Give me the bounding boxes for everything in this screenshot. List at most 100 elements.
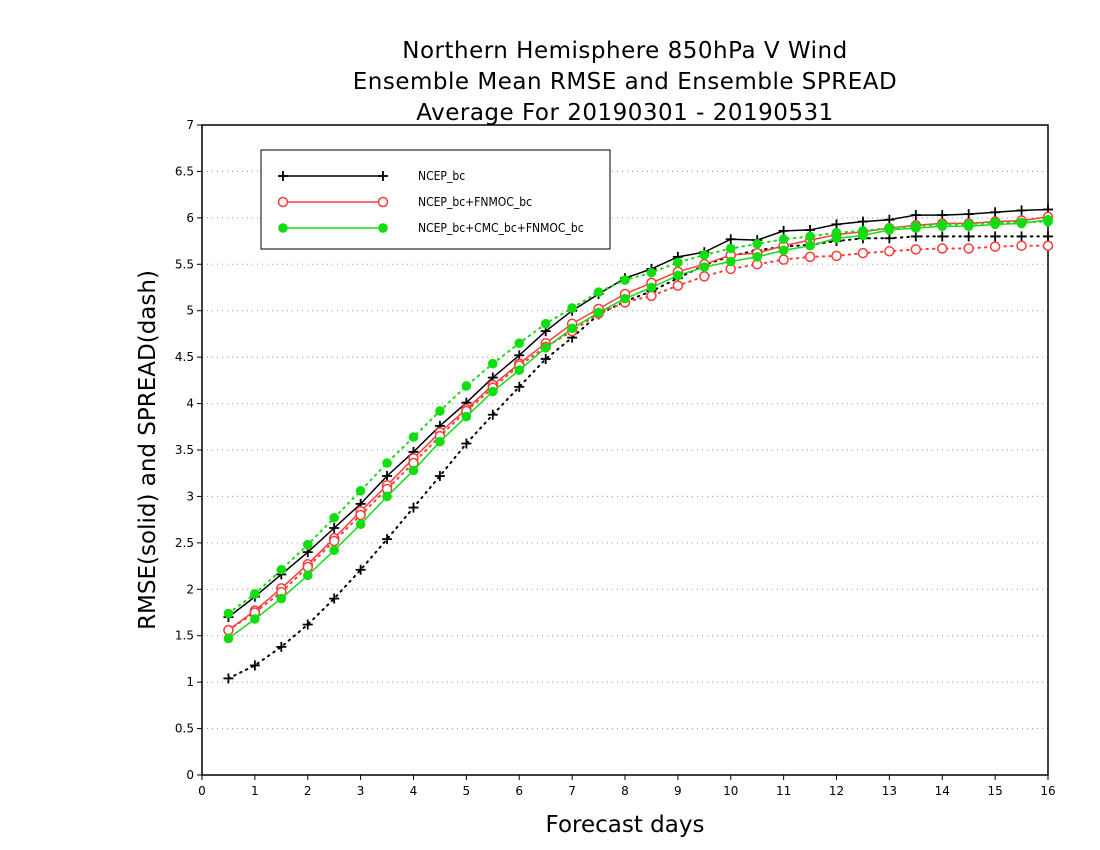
series-1-spread-line xyxy=(227,244,1049,632)
series-1-spread-point-25 xyxy=(884,246,895,257)
series-1-spread-point-30 xyxy=(1016,240,1027,251)
series-2-spread-point-7 xyxy=(408,432,419,442)
series-0-spread-point-11 xyxy=(514,381,525,392)
series-0-spread-point-12 xyxy=(540,354,551,364)
series-0-rmse-point-28 xyxy=(963,209,974,220)
series-0-rmse-point-21 xyxy=(778,225,789,236)
series-0-spread-point-31 xyxy=(1043,231,1053,242)
series-0-spread-point-5 xyxy=(355,564,366,575)
series-2-rmse-point-3 xyxy=(302,570,313,581)
legend-marker-end-0 xyxy=(378,171,388,181)
series-1-spread-point-17 xyxy=(672,280,684,291)
series-0-rmse-point-6 xyxy=(382,471,393,481)
x-tick-label-0: 0 xyxy=(198,784,206,798)
series-1-spread-point-0 xyxy=(223,624,234,636)
series-2-rmse-point-13 xyxy=(567,323,577,334)
series-1-spread-point-28 xyxy=(963,243,974,254)
series-2-spread-point-19 xyxy=(725,243,736,254)
series-1-spread-point-3 xyxy=(302,561,313,573)
x-tick-label-7: 7 xyxy=(568,784,576,798)
series-1-spread-point-5 xyxy=(355,509,366,521)
x-tick-label-15: 15 xyxy=(987,784,1002,798)
legend: NCEP_bc NCEP_bc+FNMOC_bc NCEP_bc+CMC_bc+FN… xyxy=(260,149,611,250)
x-tick-label-4: 4 xyxy=(410,784,418,798)
y-tick-label-3: 1.5 xyxy=(175,629,194,643)
series-2-spread-point-26 xyxy=(911,221,921,232)
x-tick-label-8: 8 xyxy=(621,784,629,798)
chart-title: Northern Hemisphere 850hPa V Wind Ensemb… xyxy=(0,36,1100,129)
series-2-spread-point-18 xyxy=(699,250,710,260)
series-0-spread-point-3 xyxy=(302,619,313,630)
series-2-rmse-point-15 xyxy=(620,293,630,304)
series-2-spread-point-21 xyxy=(778,234,789,245)
series-0-spread-point-30 xyxy=(1016,231,1027,242)
series-2-spread-line xyxy=(227,220,1049,615)
series-0-spread-point-8 xyxy=(434,471,445,481)
legend-marker-start-2 xyxy=(278,223,288,233)
x-tick-label-12: 12 xyxy=(829,784,844,798)
x-tick-label-16: 16 xyxy=(1040,784,1055,798)
x-axis-label: Forecast days xyxy=(546,812,705,838)
series-2-spread-point-13 xyxy=(567,303,577,313)
series-2-rmse-point-18 xyxy=(699,262,710,272)
series-2-spread-point-11 xyxy=(514,338,525,349)
series-1-spread-point-26 xyxy=(910,244,922,255)
series-2-spread-point-17 xyxy=(673,257,683,268)
legend-box xyxy=(260,149,611,250)
series-0-spread-point-29 xyxy=(990,231,1001,242)
series-1-spread-point-23 xyxy=(831,250,842,262)
y-tick-label-9: 4.5 xyxy=(175,350,194,364)
y-tick-label-5: 2.5 xyxy=(175,536,194,550)
series-0-rmse-point-4 xyxy=(329,523,340,533)
series-2-rmse-point-7 xyxy=(408,465,419,476)
y-tick-label-12: 6 xyxy=(186,211,194,225)
series-2-rmse-point-21 xyxy=(778,245,789,256)
series-2-spread-point-3 xyxy=(302,539,313,550)
series-2-rmse-point-12 xyxy=(540,343,551,353)
series-2-spread-point-27 xyxy=(937,219,948,230)
series-1-spread-point-18 xyxy=(699,271,710,282)
series-2-rmse-point-6 xyxy=(382,491,392,502)
series-0-spread-point-27 xyxy=(937,231,948,242)
series-2-rmse-point-16 xyxy=(646,282,657,293)
series-2-rmse-point-10 xyxy=(488,386,498,397)
series-0-spread-point-7 xyxy=(408,502,419,513)
series-2-spread-point-2 xyxy=(276,564,287,575)
legend-label-1: NCEP_bc+FNMOC_bc xyxy=(418,195,532,209)
legend-marker-end-2 xyxy=(378,223,388,233)
series-2-spread-point-20 xyxy=(752,239,762,249)
series-2-spread-point-10 xyxy=(488,358,498,369)
series-2-rmse-point-5 xyxy=(355,519,366,530)
series-0-rmse-point-26 xyxy=(910,210,921,221)
x-tick-label-5: 5 xyxy=(463,784,471,798)
y-tick-label-10: 5 xyxy=(186,304,194,318)
x-tick-label-11: 11 xyxy=(776,784,791,798)
x-tick-label-6: 6 xyxy=(515,784,523,798)
series-1-spread-point-29 xyxy=(989,241,1001,252)
x-tick-label-1: 1 xyxy=(251,784,259,798)
x-tick-label-3: 3 xyxy=(357,784,365,798)
series-2-spread-point-12 xyxy=(540,318,551,329)
legend-marker-start-1 xyxy=(277,196,289,208)
series-1-spread-point-21 xyxy=(778,254,789,265)
x-tick-label-13: 13 xyxy=(882,784,897,798)
series-2-spread-point-28 xyxy=(963,219,974,230)
series-2-spread-point-22 xyxy=(805,231,815,242)
x-tick-label-9: 9 xyxy=(674,784,682,798)
y-tick-label-14: 7 xyxy=(186,118,194,132)
x-tick-label-14: 14 xyxy=(935,784,950,798)
legend-label-2: NCEP_bc+CMC_bc+FNMOC_bc xyxy=(418,221,584,235)
series-2-spread-point-5 xyxy=(355,486,366,496)
series-0-spread-point-2 xyxy=(276,641,287,652)
series-1-spread-point-22 xyxy=(804,251,816,263)
series-2-rmse-point-4 xyxy=(329,545,339,556)
series-2-spread-point-1 xyxy=(250,589,260,599)
title-line-2: Ensemble Mean RMSE and Ensemble SPREAD xyxy=(352,69,898,95)
series-2-rmse-point-0 xyxy=(223,633,234,644)
series-0-rmse-point-19 xyxy=(725,234,736,245)
y-tick-label-0: 0 xyxy=(186,768,194,782)
series-0-rmse-line xyxy=(227,208,1049,618)
series-2-spread-point-16 xyxy=(646,267,657,278)
series-0-spread-line xyxy=(227,235,1049,680)
series-1-spread-point-27 xyxy=(937,243,948,254)
